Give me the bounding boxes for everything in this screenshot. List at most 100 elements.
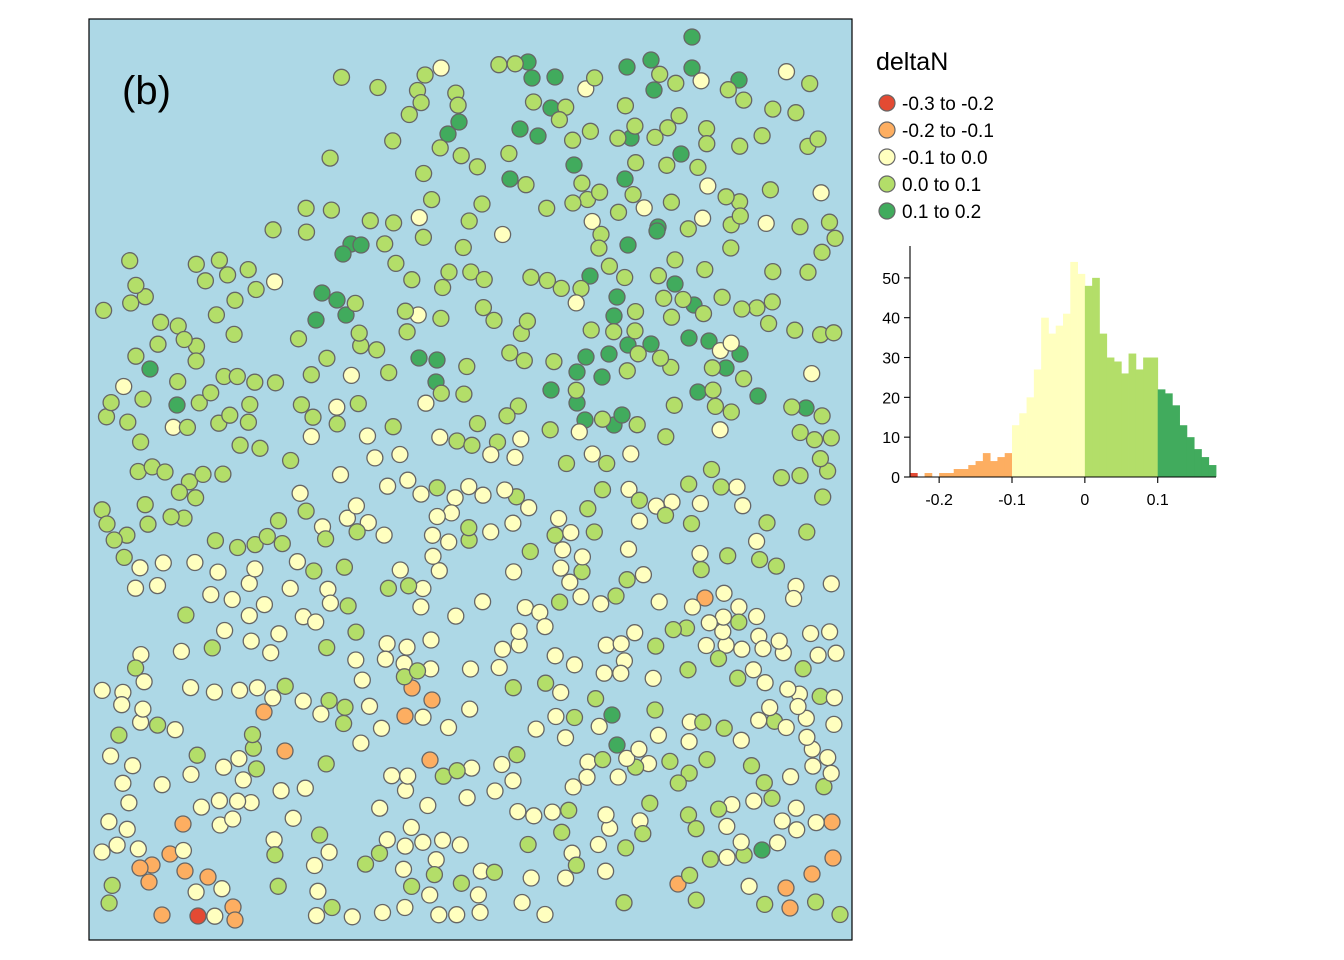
station-point	[647, 637, 665, 655]
station-point	[241, 395, 259, 414]
station-point	[784, 589, 803, 608]
station-point	[756, 895, 774, 914]
station-point	[269, 512, 288, 530]
station-point	[626, 624, 644, 642]
station-point	[94, 301, 113, 320]
station-point	[265, 273, 284, 291]
station-point	[126, 579, 145, 597]
station-point	[541, 421, 559, 439]
station-point	[174, 815, 192, 833]
histogram-bar-31	[1143, 357, 1151, 477]
histogram-bar-15	[1026, 397, 1035, 477]
station-point	[691, 544, 709, 563]
station-point	[304, 408, 322, 426]
station-point	[98, 515, 116, 533]
y-tick-label-0: 0	[891, 470, 900, 487]
station-point	[538, 271, 557, 290]
station-point	[218, 266, 237, 284]
station-point	[798, 728, 816, 746]
station-point	[454, 238, 472, 257]
station-point	[586, 690, 605, 708]
station-point	[567, 856, 586, 874]
station-point	[798, 523, 816, 541]
histogram-bar-33	[1157, 389, 1166, 477]
station-point	[508, 746, 526, 764]
station-point	[523, 69, 541, 87]
station-point	[121, 252, 139, 270]
station-point	[515, 351, 533, 370]
station-point	[777, 718, 795, 737]
station-point	[770, 632, 788, 650]
station-point	[692, 560, 710, 579]
station-point	[421, 751, 439, 769]
station-point	[734, 497, 752, 515]
station-point	[474, 486, 492, 504]
station-point	[305, 856, 324, 875]
station-point	[763, 789, 781, 807]
station-point	[791, 466, 809, 485]
histogram-bar-32	[1150, 357, 1159, 477]
station-point	[521, 542, 539, 561]
station-point	[384, 132, 402, 150]
station-point	[560, 801, 578, 819]
station-point	[153, 776, 171, 794]
station-point	[430, 906, 448, 924]
station-point	[781, 768, 800, 786]
station-point	[162, 508, 180, 526]
station-point	[170, 483, 189, 501]
station-point	[371, 799, 389, 817]
station-point	[151, 313, 170, 331]
station-point	[616, 170, 634, 188]
station-point	[318, 349, 336, 367]
station-point	[127, 347, 145, 365]
station-point	[630, 491, 649, 509]
panel-label: (b)	[122, 69, 171, 113]
histogram-bar-18	[1048, 333, 1057, 477]
station-point	[825, 715, 843, 734]
station-point	[460, 519, 478, 537]
station-point	[592, 595, 610, 613]
station-point	[562, 523, 580, 542]
x-tick-label-0: -0.2	[925, 492, 953, 509]
station-point	[378, 831, 396, 849]
station-point	[105, 531, 123, 549]
station-point	[408, 662, 427, 680]
station-point	[501, 344, 519, 362]
station-point	[585, 523, 603, 541]
station-point	[619, 540, 638, 558]
station-point	[546, 647, 564, 665]
station-point	[568, 363, 586, 381]
station-point	[583, 212, 601, 231]
station-point	[596, 862, 615, 880]
station-point	[148, 716, 167, 734]
station-point	[399, 471, 417, 489]
station-point	[758, 514, 776, 532]
station-point	[226, 291, 244, 309]
station-point	[680, 475, 698, 493]
station-point	[414, 708, 432, 726]
station-point	[115, 377, 133, 396]
station-point	[618, 571, 636, 589]
station-point	[352, 734, 370, 752]
station-point	[349, 394, 367, 413]
station-point	[791, 218, 809, 236]
station-point	[255, 595, 274, 614]
station-point	[187, 883, 205, 901]
station-point	[731, 137, 749, 155]
station-point	[552, 683, 570, 702]
station-point	[546, 68, 564, 86]
station-point	[794, 660, 812, 678]
station-point	[825, 324, 843, 342]
station-point	[461, 700, 479, 718]
station-point	[826, 229, 844, 247]
station-point	[664, 620, 682, 639]
station-point	[679, 661, 697, 679]
station-point	[552, 279, 570, 298]
station-point	[240, 606, 258, 625]
station-point	[564, 194, 582, 212]
station-point	[93, 681, 111, 700]
station-point	[811, 450, 830, 468]
station-point	[206, 531, 225, 550]
station-point	[754, 639, 772, 658]
station-point	[605, 323, 623, 341]
